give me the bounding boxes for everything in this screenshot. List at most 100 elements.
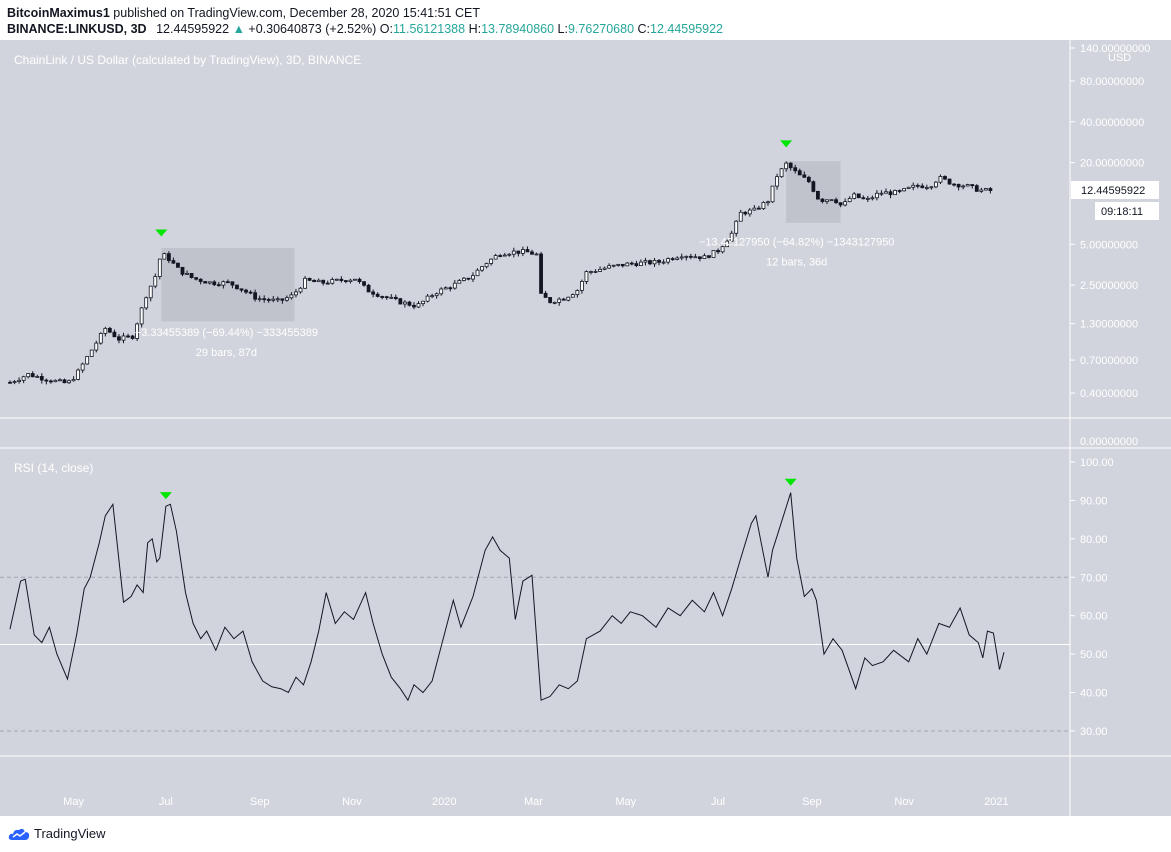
candle [634, 260, 639, 268]
candle-body [806, 176, 811, 183]
candle-body [543, 292, 548, 298]
price-tick-label: 0.40000000 [1080, 388, 1138, 400]
tradingview-logo[interactable]: TradingView [8, 826, 106, 841]
candle-body [498, 255, 503, 257]
candle-body [915, 184, 920, 187]
candle [879, 190, 884, 196]
time-axis[interactable]: May Jul Sep Nov 2020 Mar May Jul Sep Nov 2021 [63, 796, 1008, 808]
candle [884, 188, 888, 194]
candle-body [162, 253, 167, 260]
candle [888, 189, 893, 199]
candle [525, 246, 530, 253]
candle [766, 200, 770, 206]
candle-body [752, 207, 757, 211]
candle-body [829, 199, 834, 202]
candle-body [897, 190, 902, 192]
candle-body [520, 249, 525, 254]
candle-body [67, 380, 71, 384]
candle-body [457, 280, 462, 284]
candle [743, 211, 748, 216]
candle-body [303, 277, 307, 289]
candle-body [89, 349, 94, 357]
measure-sublabel: 12 bars, 36d [766, 256, 827, 268]
candle-body [593, 271, 598, 273]
candle [502, 252, 507, 257]
candle [384, 295, 389, 300]
candle [371, 289, 376, 298]
time-tick-label: Jul [711, 796, 725, 808]
price-top-markers [155, 140, 793, 237]
candle [988, 187, 993, 194]
candle-body [221, 281, 226, 286]
candle [53, 379, 58, 383]
rsi-tick-label: 80.00 [1080, 534, 1108, 546]
rsi-pane-title: RSI (14, close) [14, 461, 93, 475]
candle [661, 259, 666, 265]
candle [289, 292, 294, 300]
candle-body [225, 281, 230, 284]
candle [729, 230, 734, 244]
candle-body [761, 202, 766, 210]
price-axis[interactable]: USD 140.00000000 80.00000000 40.00000000 20… [1070, 43, 1159, 448]
candle-body [230, 281, 235, 286]
candle-body [216, 284, 221, 287]
candle [85, 355, 90, 365]
candle [625, 261, 630, 267]
candle [893, 189, 897, 196]
author-name[interactable]: BitcoinMaximus1 [7, 6, 110, 20]
chart-canvas[interactable]: ChainLink / US Dollar (calculated by Tra… [0, 40, 1171, 816]
candle [911, 182, 916, 191]
candle-body [502, 254, 507, 257]
candle [902, 188, 907, 192]
candle [389, 294, 394, 299]
candle-body [58, 379, 62, 382]
rsi-pane[interactable]: RSI (14, close) [0, 461, 1070, 732]
candle-body [248, 291, 253, 294]
candle [362, 281, 366, 287]
candle [130, 334, 135, 340]
candle-body [266, 299, 271, 301]
candle-body [511, 250, 516, 255]
candle-body [144, 297, 149, 309]
candle [788, 162, 793, 171]
candle-body [983, 188, 988, 191]
candle [17, 377, 22, 384]
candle-body [875, 192, 879, 199]
candle [865, 195, 870, 202]
time-tick-label: Sep [802, 796, 822, 808]
candle [253, 289, 258, 302]
candle-body [843, 201, 848, 206]
change-arrow-icon: ▲ [232, 22, 245, 36]
candle-body [353, 278, 357, 281]
candle-body [788, 162, 793, 169]
candle [235, 284, 239, 290]
price-pane[interactable]: ChainLink / US Dollar (calculated by Tra… [8, 53, 993, 385]
symbol-name[interactable]: BINANCE:LINKUSD, 3D [7, 22, 147, 36]
candle-body [189, 272, 194, 278]
candle [852, 192, 857, 200]
candle-body [947, 178, 952, 185]
candle [688, 253, 693, 260]
candle [530, 249, 534, 255]
candle-body [348, 279, 353, 282]
candle [221, 280, 226, 289]
candle-body [834, 199, 838, 204]
candle [566, 296, 571, 302]
candle-body [280, 298, 285, 301]
candle-body [421, 300, 425, 305]
high-label: H: [468, 22, 482, 36]
candle [312, 279, 317, 283]
candle [135, 322, 140, 341]
candle [262, 295, 267, 303]
candle-body [561, 298, 566, 301]
price-axis-unit: USD [1108, 52, 1131, 64]
candle-body [425, 295, 430, 302]
candle-body [943, 176, 947, 180]
candle [334, 278, 339, 281]
candle-body [766, 201, 770, 204]
candle [402, 300, 407, 308]
candle [747, 207, 752, 217]
candle [12, 379, 17, 385]
candle [194, 277, 199, 281]
rsi-axis-ticks[interactable]: 100.00 90.00 80.00 70.00 60.00 50.00 40.00 30.0… [1070, 457, 1114, 738]
